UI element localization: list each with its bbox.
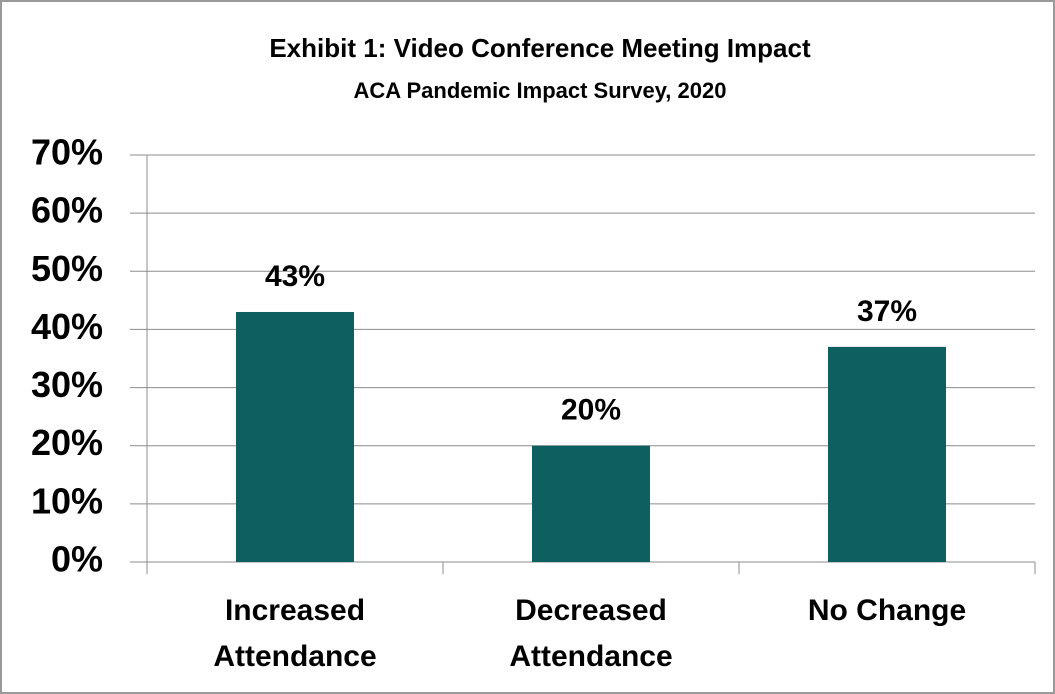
x-tick-label: No Change (807, 594, 967, 627)
y-tick-label: 0% (51, 539, 103, 580)
bar (236, 311, 354, 562)
y-tick-label: 10% (31, 480, 103, 521)
x-tick-label-box: No Change (807, 594, 967, 627)
x-tick-label-box: Increased Attendance (213, 594, 377, 673)
y-tick-label: 50% (31, 248, 103, 289)
chart-title: Exhibit 1: Video Conference Meeting Impa… (269, 33, 811, 63)
x-tick-label: Decreased Attendance (509, 594, 673, 673)
bar (828, 346, 946, 562)
x-tick-label-box: Decreased Attendance (509, 594, 673, 673)
value-label: 20% (561, 394, 621, 427)
y-tick-label: 70% (31, 132, 103, 173)
y-tick-label: 30% (31, 364, 103, 405)
y-tick-label: 40% (31, 306, 103, 347)
value-label: 37% (857, 295, 917, 328)
x-tick-label: Increased Attendance (213, 594, 377, 673)
chart-subtitle: ACA Pandemic Impact Survey, 2020 (354, 78, 727, 103)
y-tick-label: 60% (31, 190, 103, 231)
y-tick-label: 20% (31, 422, 103, 463)
bar (532, 445, 650, 562)
value-label: 43% (265, 260, 325, 293)
